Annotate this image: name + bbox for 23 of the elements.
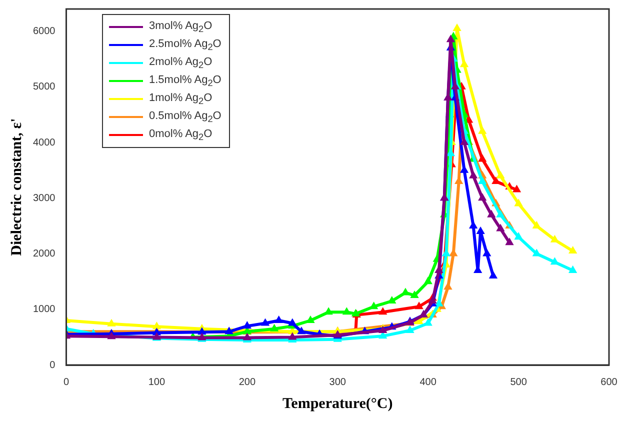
legend-label: 0.5mol% Ag$_{2}$O bbox=[149, 110, 222, 124]
x-tick-label: 500 bbox=[510, 376, 528, 388]
x-tick-label: 400 bbox=[420, 376, 437, 388]
x-tick-label: 200 bbox=[238, 376, 256, 388]
y-tick-label: 4000 bbox=[32, 137, 56, 148]
x-tick-label: 300 bbox=[329, 376, 346, 388]
x-tick-label: 600 bbox=[600, 376, 618, 388]
y-tick-label: 1000 bbox=[32, 304, 56, 316]
y-tick-label: 2000 bbox=[32, 248, 56, 260]
y-axis-title: Dielectric constant, ε' bbox=[8, 118, 25, 256]
x-tick-label: 0 bbox=[63, 376, 70, 388]
legend-label: 2.5mol% Ag$_{2}$O bbox=[149, 38, 222, 52]
x-axis-title: Temperature(°C) bbox=[282, 396, 393, 412]
y-tick-label: 3000 bbox=[32, 192, 56, 204]
y-tick-label: 5000 bbox=[32, 82, 56, 93]
x-tick-label: 100 bbox=[148, 376, 166, 388]
y-tick-label: 0 bbox=[50, 360, 56, 371]
legend-label: 1mol% Ag$_{2}$O bbox=[149, 92, 212, 106]
y-tick-label: 6000 bbox=[32, 26, 56, 37]
legend-label: 2mol% Ag$_{2}$O bbox=[149, 56, 212, 70]
legend-label: 0mol% Ag$_{2}$O bbox=[149, 128, 212, 142]
legend-label: 1.5mol% Ag$_{2}$O bbox=[149, 74, 222, 88]
legend-label: 3mol% Ag$_{2}$O bbox=[149, 20, 212, 34]
